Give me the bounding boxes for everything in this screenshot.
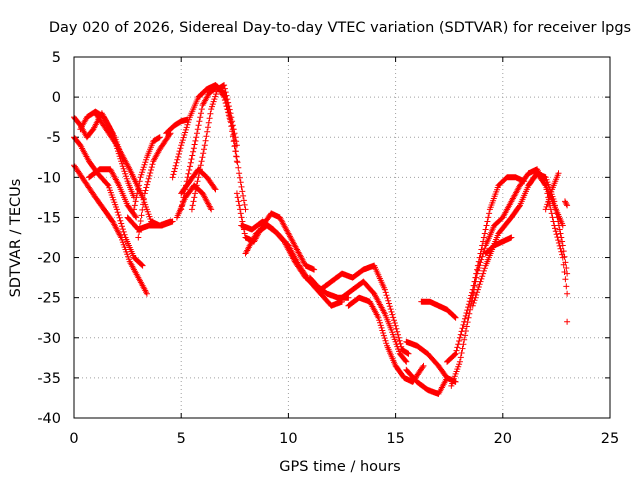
- data-point-marks: [242, 222, 345, 309]
- series-arc-22: [403, 338, 459, 385]
- x-axis-label: GPS time / hours: [279, 459, 400, 475]
- series-arc-9: [135, 130, 174, 241]
- data-point-marks: [418, 298, 459, 321]
- x-tick-label: 0: [69, 431, 78, 447]
- data-point-marks: [403, 338, 459, 385]
- grid-lines: [74, 57, 610, 418]
- y-tick-label: -20: [37, 251, 61, 267]
- series-arc-15: [178, 166, 219, 197]
- series-arc-5: [86, 166, 140, 221]
- x-tick-label: 20: [494, 431, 512, 447]
- series-arc-7: [124, 214, 176, 233]
- series-arc-19: [306, 262, 412, 357]
- y-tick-label: -30: [37, 331, 61, 347]
- data-point-marks: [173, 182, 215, 221]
- series-arc-8: [131, 134, 163, 213]
- y-axis-label: SDTVAR / TECUs: [8, 179, 24, 298]
- y-tick-label: -40: [37, 411, 61, 427]
- series-arc-31: [561, 198, 571, 325]
- chart-title: Day 020 of 2026, Sidereal Day-to-day VTE…: [49, 20, 631, 36]
- series-arc-18: [242, 222, 345, 309]
- data-point-marks: [163, 116, 191, 137]
- data-point-marks: [444, 174, 528, 365]
- data-point-marks: [131, 134, 163, 213]
- y-tick-label: -25: [37, 291, 61, 307]
- series-arc-28: [482, 234, 515, 257]
- data-point-marks: [542, 170, 562, 213]
- data-point-marks: [178, 166, 219, 197]
- x-tick-label: 10: [279, 431, 297, 447]
- data-point-marks: [135, 130, 174, 241]
- data-point-marks: [339, 278, 410, 365]
- data-point-marks: [124, 214, 176, 233]
- y-tick-label: 0: [52, 90, 61, 106]
- series-arc-10: [163, 116, 191, 137]
- series-arc-30: [542, 170, 562, 213]
- y-tick-label: 5: [52, 50, 61, 66]
- y-tick-label: -35: [37, 371, 61, 387]
- series-arc-23: [403, 366, 451, 397]
- data-point-marks: [345, 294, 427, 385]
- series-arc-27: [469, 170, 571, 309]
- plot-frame: [73, 56, 611, 419]
- y-tick-label: -5: [47, 130, 61, 146]
- x-tick-label: 15: [386, 431, 404, 447]
- series-arc-21: [345, 294, 427, 385]
- data-point-marks: [403, 366, 451, 397]
- x-tick-label: 5: [177, 431, 186, 447]
- data-point-marks: [306, 262, 412, 357]
- series-arc-24: [418, 298, 459, 321]
- axis-ticks: 0 5 10 15 20 25 -40 -35 -30 -25 -20 -15 -10 -5 0 5: [37, 50, 619, 447]
- series-arc-25: [444, 174, 528, 365]
- x-tick-label: 25: [601, 431, 619, 447]
- series-arc-20: [339, 278, 410, 365]
- y-tick-label: -15: [37, 210, 61, 226]
- data-series: [71, 82, 571, 397]
- data-point-marks: [482, 234, 515, 257]
- series-arc-14: [173, 182, 215, 221]
- data-point-marks: [86, 166, 140, 221]
- data-point-marks: [469, 170, 571, 309]
- data-point-marks: [561, 198, 571, 325]
- y-tick-label: -10: [37, 170, 61, 186]
